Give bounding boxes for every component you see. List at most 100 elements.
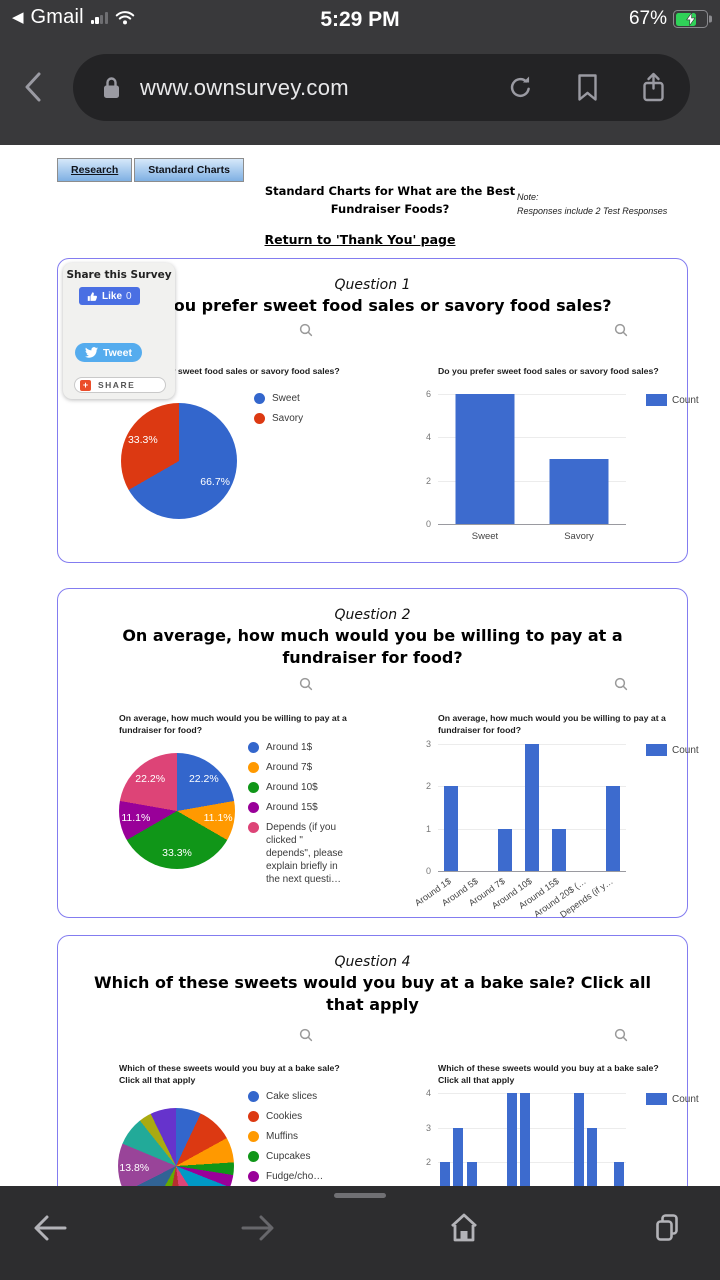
bar-chart-title: Do you prefer sweet food sales or savory… (438, 366, 659, 376)
sharethis-plus-icon: + (80, 379, 91, 391)
legend-label: Around 1$ (266, 742, 313, 753)
legend-label: Around 10$ (266, 782, 318, 793)
bar (453, 1127, 464, 1231)
tweet-button[interactable]: Tweet (75, 343, 142, 362)
nav-forward-icon[interactable] (240, 1213, 276, 1243)
carrier-label: Gmail (30, 6, 84, 28)
y-axis-label: 2 (425, 1157, 431, 1167)
note-text: Responses include 2 Test Responses (517, 206, 668, 217)
like-count: 0 (126, 290, 132, 302)
battery-icon (673, 10, 712, 28)
bar (551, 828, 566, 871)
facebook-like-button[interactable]: Like 0 (79, 287, 140, 305)
legend-label: Sweet (272, 393, 300, 404)
pie-chart-title: On average, how much would you be willin… (119, 713, 347, 736)
pie-chart-title: Do you prefer sweet food sales or savory… (119, 366, 340, 376)
refresh-icon[interactable] (507, 74, 534, 101)
signal-icon (90, 11, 109, 24)
zoom-chart-icon[interactable] (614, 677, 628, 691)
pie-slice-label: 66.7% (200, 475, 231, 488)
pie-slice-label: 22.2% (135, 773, 166, 785)
legend-label: Muffins (266, 1131, 299, 1142)
tab-bar: Research Standard Charts (57, 158, 244, 182)
zoom-chart-icon[interactable] (299, 323, 313, 337)
legend-item: Sweet (254, 392, 352, 405)
home-indicator[interactable] (334, 1193, 386, 1198)
question-number: Question 4 (334, 954, 411, 970)
thumb-up-icon (87, 291, 98, 302)
legend-item: Around 15$ (248, 801, 346, 814)
legend-item: Muffins (248, 1130, 346, 1143)
legend-swatch (248, 762, 259, 773)
question-card-2: Question 2 On average, how much would yo… (57, 588, 699, 920)
zoom-chart-icon[interactable] (299, 1028, 313, 1042)
legend-label: Count (672, 394, 699, 406)
back-to-app-icon: ◀ (12, 9, 24, 26)
y-axis-label: 4 (425, 1088, 431, 1098)
clock: 5:29 PM (320, 8, 400, 31)
nav-back-icon[interactable] (32, 1213, 68, 1243)
legend-item: Around 1$ (248, 741, 346, 754)
legend-label: Count (672, 744, 699, 756)
question-title: Which of these sweets would you buy at a… (94, 973, 651, 1015)
charging-bolt-icon (686, 12, 695, 26)
sharethis-button[interactable]: + SHARE (74, 377, 166, 393)
tab-research[interactable]: Research (57, 158, 133, 182)
legend-swatch (248, 1111, 259, 1122)
legend-label: Depends (if you clicked " depends", plea… (266, 822, 343, 885)
bar-chart-title: Which of these sweets would you buy at a… (438, 1063, 659, 1086)
tab-standard-charts[interactable]: Standard Charts (134, 158, 244, 182)
legend-label: Fudge/cho… (266, 1171, 324, 1182)
legend-swatch (248, 1131, 259, 1142)
legend-swatch (254, 413, 265, 424)
legend-item: Depends (if you clicked " depends", plea… (248, 821, 346, 886)
twitter-bird-icon (85, 347, 98, 358)
legend-label: Cookies (266, 1111, 303, 1122)
question-number: Question 1 (334, 277, 411, 293)
nav-home-icon[interactable] (448, 1212, 480, 1244)
bar (605, 786, 620, 871)
share-icon[interactable] (641, 72, 666, 103)
status-bar: ◀ Gmail 5:29 PM 67% (0, 0, 720, 42)
return-thank-you-link[interactable]: Return to 'Thank You' page (264, 232, 456, 247)
x-axis-label: Sweet (471, 531, 499, 542)
legend-label: Cupcakes (266, 1151, 311, 1162)
pie-chart: 66.7% 33.3% (121, 403, 237, 519)
bar-chart: 0 2 4 6 Sweet Savory Count (426, 389, 699, 542)
legend-swatch (248, 1091, 259, 1102)
legend-item: Cookies (248, 1110, 346, 1123)
zoom-chart-icon[interactable] (299, 677, 313, 691)
browser-back-icon[interactable] (22, 70, 44, 104)
legend-item: Savory (254, 412, 352, 425)
pie-slice-label: 22.2% (188, 773, 219, 785)
legend-item: Cupcakes (248, 1150, 346, 1163)
chart-legend: Count (646, 394, 699, 406)
status-left[interactable]: ◀ Gmail (12, 6, 135, 29)
legend-swatch (248, 782, 259, 793)
legend-label: Cake slices (266, 1091, 318, 1102)
question-card-1: Share this Survey Like 0 Tweet + SHARE Q… (57, 258, 699, 563)
bar (455, 394, 515, 524)
bar (587, 1127, 598, 1231)
x-axis-label: Savory (564, 531, 594, 542)
bookmark-icon[interactable] (576, 73, 599, 102)
bar (573, 1093, 584, 1231)
y-axis-label: 2 (425, 475, 431, 486)
zoom-chart-icon[interactable] (614, 323, 628, 337)
pie-legend: Sweet Savory (254, 392, 352, 432)
zoom-chart-icon[interactable] (614, 1028, 628, 1042)
nav-tabs-icon[interactable] (652, 1212, 684, 1244)
question-title: On average, how much would you be willin… (122, 626, 623, 668)
chart-legend: Count (646, 744, 699, 756)
legend-label: Around 15$ (266, 802, 318, 813)
pie-slice-label: 33.3% (162, 846, 192, 859)
legend-label: Savory (272, 413, 304, 424)
address-bar[interactable]: www.ownsurvey.com (73, 54, 690, 121)
legend-swatch (646, 744, 667, 756)
legend-swatch (248, 822, 259, 833)
share-survey-box: Share this Survey Like 0 Tweet + SHARE (63, 263, 175, 399)
bar-chart: 0 1 2 3 Around 1$ Around 5$ Around 7$ Around 10… (413, 739, 698, 920)
return-link-row: Return to 'Thank You' page (0, 231, 720, 249)
status-right: 67% (629, 8, 712, 30)
legend-swatch (248, 1171, 259, 1182)
